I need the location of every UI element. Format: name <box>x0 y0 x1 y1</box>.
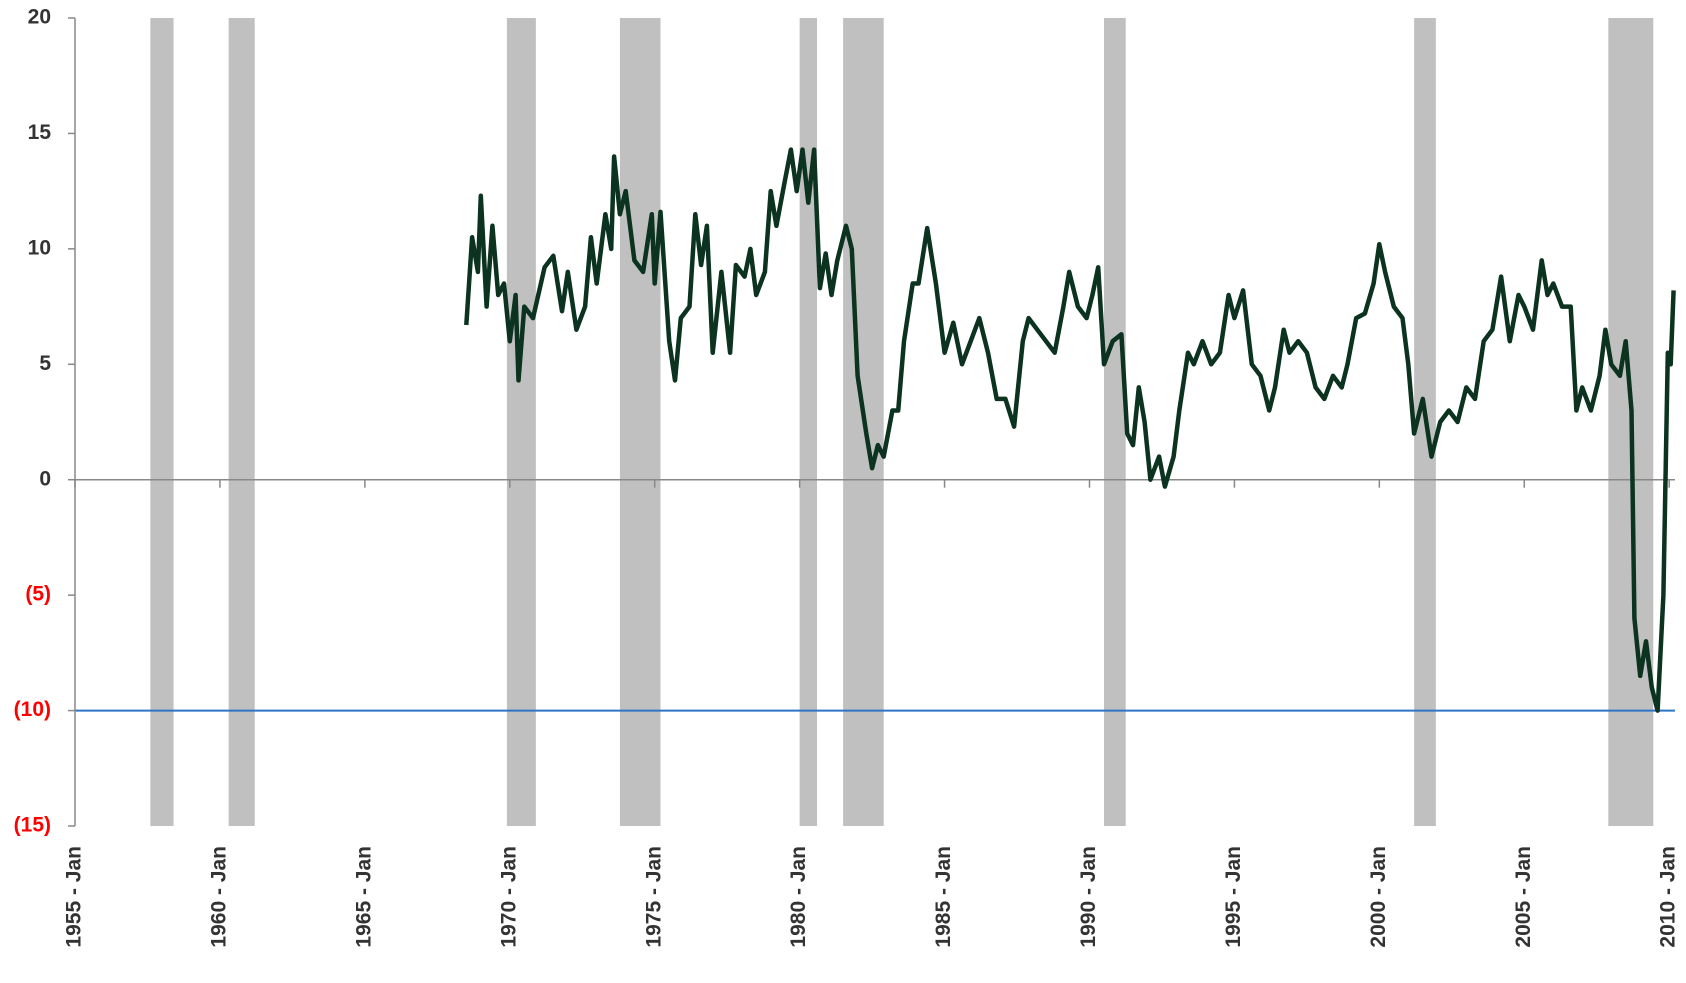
y-tick-label: 5 <box>39 352 51 375</box>
x-tick-label: 1995 - Jan <box>1222 846 1245 948</box>
y-tick-label: 0 <box>39 467 51 490</box>
y-tick-label: (15) <box>14 814 51 837</box>
y-tick-label: 20 <box>28 6 51 29</box>
y-tick-label: 15 <box>28 121 52 144</box>
recession-band <box>228 18 255 826</box>
y-tick-label: 10 <box>28 236 51 259</box>
x-tick-label: 1980 - Jan <box>787 846 810 948</box>
y-tick-label: (10) <box>14 698 51 721</box>
x-tick-label: 1990 - Jan <box>1077 846 1100 948</box>
x-tick-label: 1975 - Jan <box>642 846 665 948</box>
recession-band <box>506 18 536 826</box>
data-line <box>464 147 1676 713</box>
x-tick-label: 2010 - Jan <box>1657 846 1680 948</box>
x-tick-label: 1970 - Jan <box>497 846 520 948</box>
x-tick-label: 1955 - Jan <box>63 846 86 948</box>
recession-band <box>150 18 174 826</box>
x-tick-label: 1985 - Jan <box>932 846 955 948</box>
recession-band <box>799 18 818 826</box>
recession-band <box>1103 18 1126 826</box>
x-tick-label: 1965 - Jan <box>352 846 375 948</box>
y-tick-label: (5) <box>25 583 51 606</box>
x-tick-label: 1960 - Jan <box>207 846 230 948</box>
recession-band <box>619 18 661 826</box>
x-tick-label: 2000 - Jan <box>1367 846 1390 948</box>
x-tick-label: 2005 - Jan <box>1512 846 1535 948</box>
